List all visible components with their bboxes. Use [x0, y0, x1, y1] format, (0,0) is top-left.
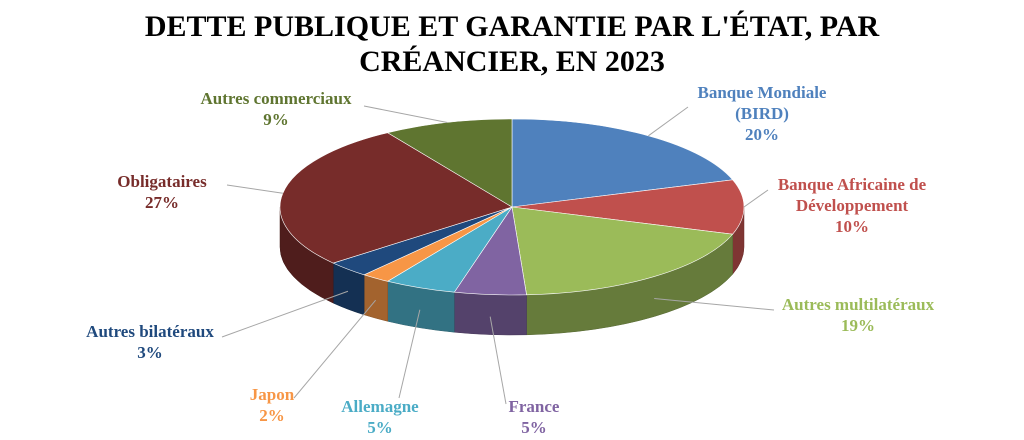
data-label-value-2: 19%	[841, 316, 875, 335]
data-label-name-5-0: Japon	[250, 385, 295, 404]
data-label-value-4: 5%	[367, 418, 393, 437]
pie-slice-8	[386, 118, 513, 208]
data-label-value-0: 20%	[745, 125, 779, 144]
leader-line-4	[398, 309, 421, 399]
leader-line-7	[226, 184, 283, 194]
data-label-name-8-0: Autres commerciaux	[201, 89, 352, 108]
pie-slice-1	[511, 179, 745, 235]
leader-line-5	[293, 299, 377, 399]
chart-title-line-2: CRÉANCIER, EN 2023	[359, 45, 665, 78]
leader-line-0	[648, 106, 689, 137]
data-label-name-4-0: Allemagne	[341, 397, 419, 416]
data-label-value-7: 27%	[145, 193, 179, 212]
data-label-value-6: 3%	[137, 343, 163, 362]
chart-title-line-1: DETTE PUBLIQUE ET GARANTIE PAR L'ÉTAT, P…	[145, 10, 880, 43]
data-label-value-1: 10%	[835, 217, 869, 236]
leader-line-2	[654, 298, 775, 311]
pie-slice-7	[279, 132, 513, 264]
data-label-name-1-0: Banque Africaine de	[778, 175, 927, 194]
pie-slice-side-5	[363, 274, 388, 322]
leader-line-6	[221, 290, 349, 338]
data-label-name-0-1: (BIRD)	[735, 104, 789, 123]
data-label-name-1-1: Développement	[796, 196, 909, 215]
data-label-name-0-0: Banque Mondiale	[698, 83, 827, 102]
leader-line-8	[363, 105, 448, 123]
data-label-name-7-0: Obligataires	[117, 172, 207, 191]
data-label-name-6-0: Autres bilatéraux	[86, 322, 214, 341]
pie-side-walls	[279, 206, 745, 336]
pie-slice-2	[511, 206, 734, 296]
leader-line-3	[489, 316, 507, 405]
data-label-value-8: 9%	[263, 110, 289, 129]
data-label-name-2-0: Autres multilatéraux	[782, 295, 935, 314]
data-label-value-5: 2%	[259, 406, 285, 425]
pie-slice-side-3	[454, 291, 527, 336]
pie-slice-0	[511, 118, 734, 208]
leader-line-1	[743, 189, 769, 208]
data-label-name-3-0: France	[509, 397, 560, 416]
data-label-value-3: 5%	[521, 418, 547, 437]
